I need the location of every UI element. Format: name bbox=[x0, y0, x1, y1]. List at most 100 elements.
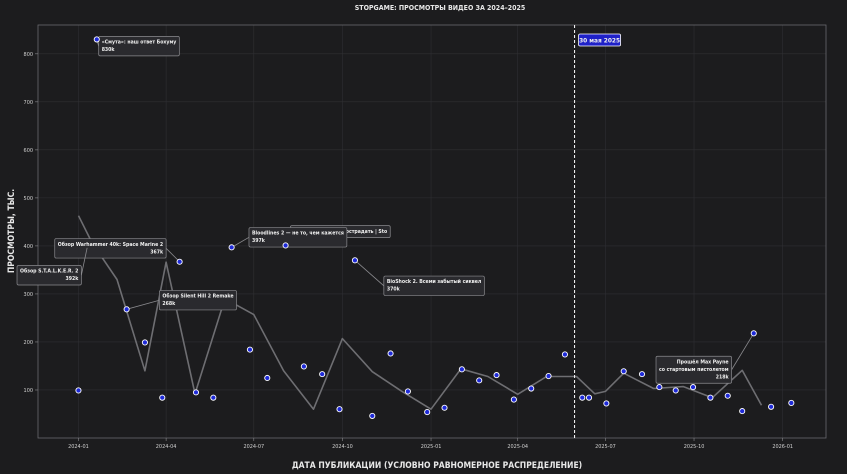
data-point bbox=[75, 387, 82, 394]
data-point bbox=[319, 371, 326, 378]
data-point bbox=[561, 351, 568, 358]
annotation-leader bbox=[126, 299, 160, 310]
data-point bbox=[141, 339, 148, 346]
data-point bbox=[159, 394, 166, 401]
x-tick-label: 2024-01 bbox=[68, 444, 89, 450]
annotation-box bbox=[54, 238, 167, 259]
annotation: Прошёл Max Payne со стартовым пистолетом2… bbox=[655, 333, 755, 384]
annotation-text: 268k bbox=[162, 301, 176, 307]
annotation-text: 370k bbox=[387, 287, 401, 293]
y-tick-label: 500 bbox=[24, 196, 33, 202]
data-point bbox=[724, 392, 731, 399]
annotation-text: 367k bbox=[150, 249, 164, 255]
annotation-text: Bloodlines 2 — не то, чем кажется bbox=[252, 231, 344, 237]
x-tick-label: 2026-01 bbox=[772, 444, 793, 450]
x-tick-label: 2025-07 bbox=[595, 444, 616, 450]
data-point bbox=[458, 366, 465, 373]
data-point bbox=[620, 368, 627, 375]
data-point bbox=[788, 399, 795, 406]
data-point bbox=[638, 371, 646, 378]
x-tick-label: 2025-01 bbox=[421, 444, 442, 450]
data-point bbox=[672, 387, 679, 394]
annotation-text: 392k bbox=[65, 276, 79, 282]
annotation-box bbox=[16, 265, 82, 286]
data-point bbox=[123, 306, 130, 313]
data-point bbox=[707, 394, 714, 401]
data-point bbox=[545, 372, 552, 380]
x-axis: 2024-01 2024-04 2024-07 2024-10 2025-01 2025-… bbox=[68, 438, 793, 450]
annotation-leader bbox=[354, 260, 385, 287]
x-tick-label: 2024-07 bbox=[243, 444, 264, 450]
annotation-box bbox=[159, 290, 237, 311]
data-point bbox=[210, 394, 217, 401]
data-point bbox=[579, 394, 586, 401]
annotation-leader bbox=[731, 333, 755, 370]
data-point bbox=[510, 396, 517, 403]
annotation-text: BioShock 2. Всеми забытый сиквел bbox=[387, 278, 482, 285]
x-tick-label: 2024-10 bbox=[332, 444, 353, 450]
vline-label: 30 мая 2025 bbox=[579, 37, 620, 45]
data-point bbox=[603, 400, 610, 407]
annotation-box bbox=[98, 36, 180, 57]
y-axis: 100 200 300 400 500 600 700 800 bbox=[24, 52, 38, 394]
annotation-text: 218k bbox=[716, 374, 730, 380]
y-tick-label: 200 bbox=[24, 340, 33, 346]
data-point bbox=[768, 403, 775, 410]
x-tick-label: 2024-04 bbox=[156, 444, 177, 450]
data-point bbox=[404, 388, 411, 395]
data-point bbox=[336, 406, 343, 413]
annotation-text: «Смута»: наш ответ Бохуму bbox=[102, 40, 177, 46]
annotation-box bbox=[383, 275, 485, 296]
data-point bbox=[528, 385, 535, 392]
x-tick-label: 2025-10 bbox=[684, 444, 705, 450]
annotation: BioShock 2. Всеми забытый сиквел 370k bbox=[354, 260, 485, 296]
x-tick-label: 2025-04 bbox=[507, 444, 528, 450]
annotation-text: Обзор Warhammer 40k: Space Marine 2 bbox=[58, 241, 163, 248]
annotation-leader bbox=[165, 248, 180, 263]
annotation-leader bbox=[80, 247, 88, 276]
annotation-text: 830k bbox=[102, 47, 116, 53]
data-point bbox=[441, 404, 448, 411]
data-point bbox=[476, 377, 483, 384]
data-point bbox=[228, 244, 235, 251]
data-point bbox=[246, 346, 253, 353]
data-point bbox=[690, 384, 697, 391]
y-tick-label: 100 bbox=[24, 388, 33, 394]
x-axis-label: ДАТА ПУБЛИКАЦИИ (УСЛОВНО РАВНОМЕРНОЕ РАС… bbox=[292, 461, 582, 471]
data-point bbox=[264, 374, 271, 382]
y-tick-label: 400 bbox=[24, 244, 33, 250]
y-tick-label: 600 bbox=[24, 148, 33, 154]
data-point bbox=[585, 394, 593, 401]
data-point bbox=[387, 350, 394, 357]
y-tick-label: 800 bbox=[24, 52, 33, 58]
y-tick-label: 700 bbox=[24, 100, 33, 106]
chart-title: STOPGAME: ПРОСМОТРЫ ВИДЕО ЗА 2024–2025 bbox=[355, 4, 526, 12]
data-point bbox=[493, 372, 500, 379]
annotation-text: 397k bbox=[252, 238, 266, 244]
data-point bbox=[282, 242, 289, 249]
data-point bbox=[93, 36, 100, 43]
annotation-text: Обзор S.T.A.L.K.E.R. 2 bbox=[20, 268, 78, 275]
annotation-text: Обзор Silent Hill 2 Remake bbox=[162, 293, 233, 300]
data-point bbox=[656, 384, 663, 391]
y-axis-label: ПРОСМОТРЫ, ТЫС. bbox=[7, 189, 17, 273]
annotation-box bbox=[655, 355, 732, 384]
y-tick-label: 300 bbox=[24, 292, 33, 298]
point-layer bbox=[75, 36, 795, 419]
data-point bbox=[300, 363, 307, 370]
data-point bbox=[351, 257, 358, 264]
data-point bbox=[739, 408, 746, 415]
annotation-text: со стартовым пистолетом bbox=[659, 367, 729, 373]
plot-frame bbox=[37, 24, 827, 439]
annotation-box bbox=[248, 227, 348, 248]
data-point bbox=[424, 409, 431, 416]
data-point bbox=[369, 412, 376, 419]
